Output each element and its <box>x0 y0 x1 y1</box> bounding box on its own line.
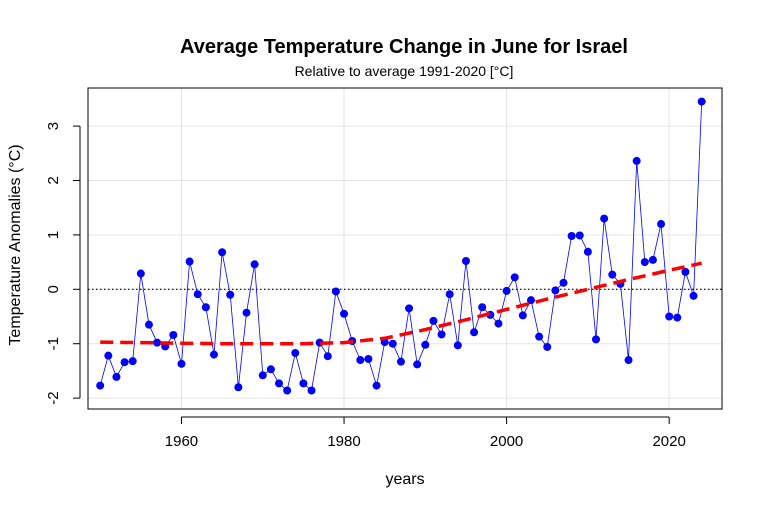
data-point-1971 <box>266 365 275 374</box>
anomaly-line <box>99 101 703 392</box>
y-tick-label: 2 <box>45 176 62 184</box>
data-point-1961 <box>185 257 194 266</box>
y-tick-label: 3 <box>45 122 62 130</box>
data-point-1966 <box>226 290 235 299</box>
data-point-1951 <box>104 351 113 360</box>
data-point-1984 <box>372 381 381 390</box>
data-point-1979 <box>331 287 340 296</box>
data-point-1963 <box>201 303 210 312</box>
chart-subtitle: Relative to average 1991-2020 [°C] <box>295 63 514 79</box>
data-point-2021 <box>673 313 682 322</box>
data-point-2011 <box>592 335 601 344</box>
data-point-1994 <box>453 341 462 350</box>
x-tick-label: 2020 <box>652 433 685 450</box>
data-point-1959 <box>169 331 178 340</box>
data-point-1988 <box>405 304 414 313</box>
data-point-2010 <box>583 247 592 256</box>
data-point-2009 <box>575 231 584 240</box>
x-tick-label: 1960 <box>165 433 198 450</box>
data-point-1983 <box>364 354 373 363</box>
data-point-2005 <box>543 342 552 351</box>
data-point-1993 <box>445 290 454 299</box>
data-point-1992 <box>437 330 446 339</box>
x-tick-label: 2000 <box>490 433 523 450</box>
data-point-1995 <box>461 257 470 266</box>
data-point-2015 <box>624 356 633 365</box>
data-point-1953 <box>120 358 129 367</box>
data-point-1972 <box>275 379 284 388</box>
data-point-1997 <box>478 303 487 312</box>
data-point-1968 <box>242 308 251 317</box>
data-point-1973 <box>283 386 292 395</box>
y-tick-label: 1 <box>45 231 62 239</box>
data-point-1975 <box>299 379 308 388</box>
data-point-2017 <box>640 258 649 267</box>
grid <box>88 88 722 409</box>
data-point-1956 <box>144 320 153 329</box>
data-point-1978 <box>323 352 332 361</box>
data-point-2022 <box>681 267 690 276</box>
data-point-2020 <box>665 312 674 321</box>
data-point-1976 <box>307 386 316 395</box>
plot-frame <box>87 87 723 410</box>
data-point-1965 <box>218 248 227 257</box>
data-point-1962 <box>193 290 202 299</box>
data-point-1970 <box>258 371 267 380</box>
data-point-2000 <box>502 286 511 295</box>
data-point-2023 <box>689 291 698 300</box>
data-series <box>88 97 722 395</box>
trend-line <box>100 261 703 346</box>
chart-title: Average Temperature Change in June for I… <box>180 36 628 58</box>
data-point-2001 <box>510 273 519 282</box>
data-point-1967 <box>234 383 243 392</box>
data-point-2004 <box>535 332 544 341</box>
data-point-2002 <box>518 311 527 320</box>
data-point-1960 <box>177 359 186 368</box>
data-point-1955 <box>136 269 145 278</box>
data-point-2003 <box>526 296 535 305</box>
data-point-1989 <box>413 360 422 369</box>
data-point-2013 <box>608 270 617 279</box>
data-point-2006 <box>551 286 560 295</box>
data-point-1987 <box>396 357 405 366</box>
data-point-1950 <box>96 381 105 390</box>
x-tick-label: 1980 <box>327 433 360 450</box>
data-point-1954 <box>128 357 137 366</box>
data-point-1974 <box>291 348 300 357</box>
data-point-2008 <box>567 231 576 240</box>
data-point-2018 <box>648 255 657 264</box>
data-point-1957 <box>153 338 162 347</box>
data-point-2024 <box>697 97 706 106</box>
data-point-2016 <box>632 156 641 165</box>
data-point-1990 <box>421 340 430 349</box>
y-tick-label: -2 <box>45 391 62 404</box>
data-point-1969 <box>250 260 259 269</box>
data-point-1952 <box>112 372 121 381</box>
data-point-2007 <box>559 278 568 287</box>
axes: 1960 1980 2000 2020 -2 -1 0 1 2 3 <box>45 122 686 450</box>
data-point-1964 <box>209 350 218 359</box>
y-tick-label: -1 <box>45 337 62 350</box>
y-tick-label: 0 <box>45 285 62 293</box>
data-point-2012 <box>600 214 609 223</box>
data-point-2019 <box>657 220 666 229</box>
data-point-1991 <box>429 316 438 325</box>
data-point-1980 <box>340 309 349 318</box>
data-point-1996 <box>470 328 479 337</box>
data-point-1999 <box>494 319 503 328</box>
y-axis-label: Temperature Anomalies (°C) <box>7 144 24 345</box>
data-point-1986 <box>388 339 397 348</box>
data-point-1982 <box>356 356 365 365</box>
x-axis-label: years <box>385 471 424 488</box>
